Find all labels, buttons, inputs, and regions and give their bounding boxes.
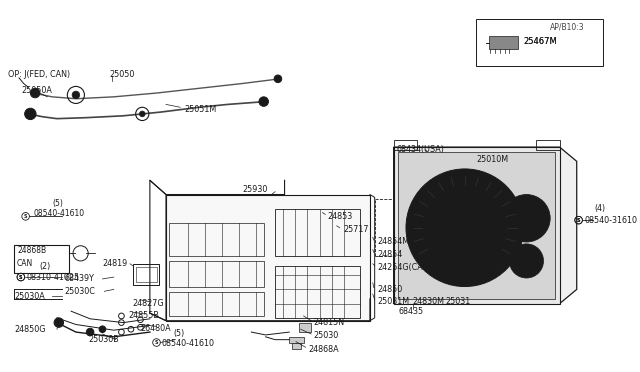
Text: 25467M: 25467M — [524, 37, 557, 46]
Text: 24854M: 24854M — [378, 237, 410, 247]
Text: S: S — [24, 214, 28, 219]
Bar — [132, 264, 159, 285]
Text: 24855B: 24855B — [128, 311, 159, 320]
Text: 24815N: 24815N — [313, 318, 344, 327]
Text: 24850G: 24850G — [14, 325, 45, 334]
Text: AP/B10:3: AP/B10:3 — [550, 22, 585, 31]
Bar — [476, 19, 604, 67]
Text: 24827G: 24827G — [132, 299, 164, 308]
Circle shape — [503, 195, 550, 242]
Text: 24868A: 24868A — [308, 344, 339, 354]
Text: 24850: 24850 — [378, 285, 403, 294]
Text: 25030: 25030 — [313, 331, 339, 340]
Text: 25030A: 25030A — [14, 292, 45, 301]
Text: 25031: 25031 — [446, 297, 471, 306]
Text: 24853: 24853 — [327, 212, 353, 221]
Bar — [169, 261, 264, 288]
Polygon shape — [394, 147, 577, 304]
Text: 25717: 25717 — [344, 225, 369, 234]
Text: 25030C: 25030C — [65, 287, 95, 296]
Text: 25010M: 25010M — [476, 155, 508, 164]
Polygon shape — [488, 36, 518, 49]
Circle shape — [274, 75, 282, 83]
Polygon shape — [166, 195, 370, 321]
Circle shape — [413, 176, 517, 280]
Text: 68439Y: 68439Y — [65, 275, 94, 283]
Text: 25467M: 25467M — [524, 37, 557, 46]
Text: 08540-41610: 08540-41610 — [161, 339, 214, 348]
Circle shape — [140, 111, 145, 117]
Text: 25051M: 25051M — [184, 105, 216, 114]
Text: 08540-31610: 08540-31610 — [584, 216, 637, 225]
Circle shape — [54, 318, 63, 327]
Polygon shape — [292, 343, 301, 349]
Text: 24868B: 24868B — [17, 246, 46, 255]
Polygon shape — [398, 152, 555, 299]
Text: 25031M: 25031M — [378, 297, 410, 306]
Text: 08540-41610: 08540-41610 — [33, 209, 84, 218]
Circle shape — [259, 97, 268, 106]
Circle shape — [99, 326, 106, 333]
Text: 26480A: 26480A — [140, 324, 171, 333]
Text: (4): (4) — [595, 204, 606, 213]
Text: OP: J(FED, CAN): OP: J(FED, CAN) — [8, 70, 70, 78]
Text: 24819: 24819 — [102, 259, 128, 268]
Text: S: S — [577, 218, 580, 223]
Polygon shape — [289, 337, 303, 343]
Bar — [275, 209, 360, 256]
Text: S: S — [577, 218, 580, 223]
Text: 25050A: 25050A — [22, 86, 52, 95]
Text: 24830M: 24830M — [413, 297, 445, 306]
Bar — [14, 245, 69, 273]
Text: CAN: CAN — [17, 259, 33, 268]
Text: 25930: 25930 — [242, 185, 268, 194]
Text: 24854: 24854 — [378, 250, 403, 259]
Circle shape — [30, 88, 40, 98]
Text: S: S — [19, 275, 22, 280]
Text: S: S — [155, 340, 158, 345]
Text: 68434(USA): 68434(USA) — [397, 144, 444, 154]
Circle shape — [72, 91, 79, 99]
Circle shape — [25, 108, 36, 120]
Text: 25030B: 25030B — [88, 335, 119, 344]
Text: S: S — [19, 275, 22, 280]
Text: (5): (5) — [52, 199, 63, 208]
Circle shape — [509, 244, 543, 278]
Circle shape — [406, 169, 524, 286]
Bar — [169, 292, 264, 316]
Bar — [169, 223, 264, 256]
Polygon shape — [394, 147, 559, 304]
Text: 24254G(CAN): 24254G(CAN) — [378, 263, 432, 272]
Text: 08310-41025: 08310-41025 — [26, 273, 80, 282]
Text: 25050: 25050 — [109, 70, 134, 78]
Text: (5): (5) — [173, 328, 185, 337]
Circle shape — [86, 328, 94, 336]
Bar — [136, 267, 157, 282]
Bar — [275, 266, 360, 318]
Polygon shape — [299, 323, 311, 332]
Text: (2): (2) — [40, 262, 51, 271]
Text: 68435: 68435 — [398, 307, 424, 316]
